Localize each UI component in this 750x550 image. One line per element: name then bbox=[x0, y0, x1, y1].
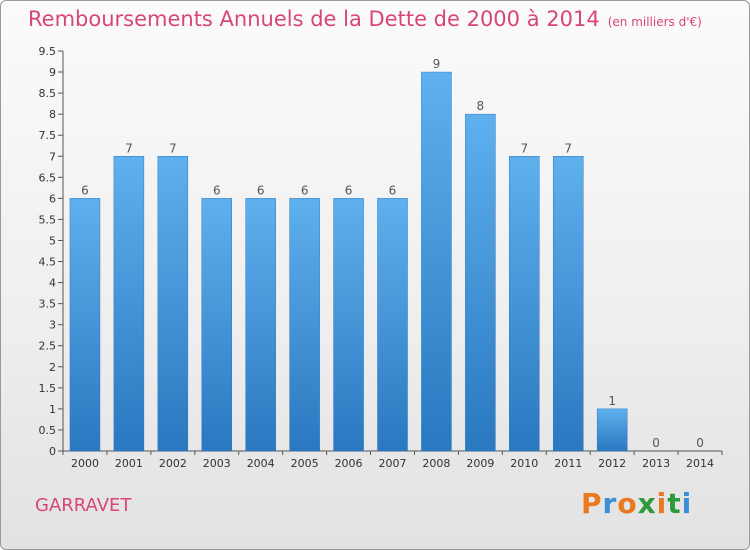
chart-axes: 0 0.5 1 1.5 2 2.5 3 3.5 4 4.5 5 5.5 6 6.5 7 7.5 8 8.5 9 9.5 bbox=[39, 45, 723, 458]
y-tick-label: 3.5 bbox=[39, 298, 57, 311]
x-tick-label: 2002 bbox=[159, 457, 187, 470]
x-tick-label: 2001 bbox=[115, 457, 143, 470]
bar bbox=[289, 198, 320, 452]
chart-bars bbox=[69, 71, 628, 452]
bar-value-label: 6 bbox=[345, 183, 353, 197]
y-tick-label: 2.5 bbox=[39, 340, 57, 353]
x-tick-label: 2006 bbox=[335, 457, 363, 470]
bar-value-label: 6 bbox=[81, 183, 89, 197]
bar bbox=[377, 198, 408, 452]
x-tick-label: 2004 bbox=[247, 457, 275, 470]
bar-value-label: 7 bbox=[125, 141, 133, 155]
y-tick-label: 0 bbox=[49, 445, 56, 458]
y-tick-label: 7.5 bbox=[39, 129, 57, 142]
x-tick-label: 2014 bbox=[686, 457, 714, 470]
y-tick-label: 9.5 bbox=[39, 45, 57, 58]
brand-letter: i bbox=[656, 487, 668, 520]
y-tick-label: 1 bbox=[49, 403, 56, 416]
x-tick-label: 2003 bbox=[203, 457, 231, 470]
x-tick-label: 2007 bbox=[379, 457, 407, 470]
bar-value-label: 0 bbox=[652, 436, 660, 450]
bar-value-label: 0 bbox=[696, 436, 704, 450]
y-tick-label: 2 bbox=[49, 361, 56, 374]
brand-letter: i bbox=[681, 487, 693, 520]
brand-letter: r bbox=[602, 487, 618, 520]
bar bbox=[333, 198, 364, 452]
y-tick-label: 6 bbox=[49, 192, 56, 205]
chart-title: Remboursements Annuels de la Dette de 20… bbox=[28, 7, 702, 31]
chart-title-text: Remboursements Annuels de la Dette de 20… bbox=[28, 7, 600, 31]
y-tick-label: 9 bbox=[49, 66, 56, 79]
brand-letter: t bbox=[667, 487, 682, 520]
brand-letter: x bbox=[637, 487, 657, 520]
y-tick-label: 8.5 bbox=[39, 87, 57, 100]
chart-labels: 2000 6 2001 7 2002 7 2003 6 2004 6 2005 6 2006 6 2007 6… bbox=[71, 57, 714, 470]
x-tick-label: 2005 bbox=[291, 457, 319, 470]
bar bbox=[509, 156, 540, 452]
y-tick-label: 4 bbox=[49, 277, 56, 290]
bar bbox=[465, 113, 496, 452]
x-tick-label: 2011 bbox=[554, 457, 582, 470]
y-tick-label: 0.5 bbox=[39, 424, 57, 437]
bar bbox=[245, 198, 276, 452]
bar-value-label: 6 bbox=[301, 183, 309, 197]
brand-letter: P bbox=[581, 487, 603, 520]
proxiti-logo: Proxiti bbox=[581, 487, 692, 520]
y-tick-label: 4.5 bbox=[39, 256, 57, 269]
y-tick-label: 3 bbox=[49, 319, 56, 332]
y-tick-label: 1.5 bbox=[39, 382, 57, 395]
bar-value-label: 7 bbox=[564, 141, 572, 155]
bar-value-label: 8 bbox=[477, 99, 485, 113]
brand-letter: o bbox=[617, 487, 638, 520]
y-tick-label: 5.5 bbox=[39, 213, 57, 226]
commune-name: GARRAVET bbox=[35, 495, 132, 516]
chart-unit: (en milliers d'€) bbox=[607, 15, 702, 29]
y-tick-label: 8 bbox=[49, 108, 56, 121]
y-tick-label: 5 bbox=[49, 234, 56, 247]
x-tick-label: 2009 bbox=[466, 457, 494, 470]
x-tick-label: 2010 bbox=[510, 457, 538, 470]
bar-value-label: 6 bbox=[257, 183, 265, 197]
bar-value-label: 6 bbox=[213, 183, 221, 197]
bar-value-label: 6 bbox=[389, 183, 397, 197]
x-tick-label: 2000 bbox=[71, 457, 99, 470]
y-tick-label: 7 bbox=[49, 150, 56, 163]
bar-value-label: 1 bbox=[608, 394, 616, 408]
bar bbox=[201, 198, 233, 452]
y-tick-label: 6.5 bbox=[39, 171, 57, 184]
bar bbox=[157, 156, 189, 452]
bar bbox=[552, 156, 584, 452]
x-tick-label: 2012 bbox=[598, 457, 626, 470]
bar-value-label: 7 bbox=[169, 141, 177, 155]
bar-value-label: 7 bbox=[520, 141, 528, 155]
x-tick-label: 2008 bbox=[422, 457, 450, 470]
bar bbox=[596, 408, 628, 452]
x-tick-label: 2013 bbox=[642, 457, 670, 470]
bar-value-label: 9 bbox=[433, 57, 441, 71]
bar bbox=[69, 198, 101, 452]
bar bbox=[113, 156, 145, 452]
bar bbox=[421, 71, 452, 452]
